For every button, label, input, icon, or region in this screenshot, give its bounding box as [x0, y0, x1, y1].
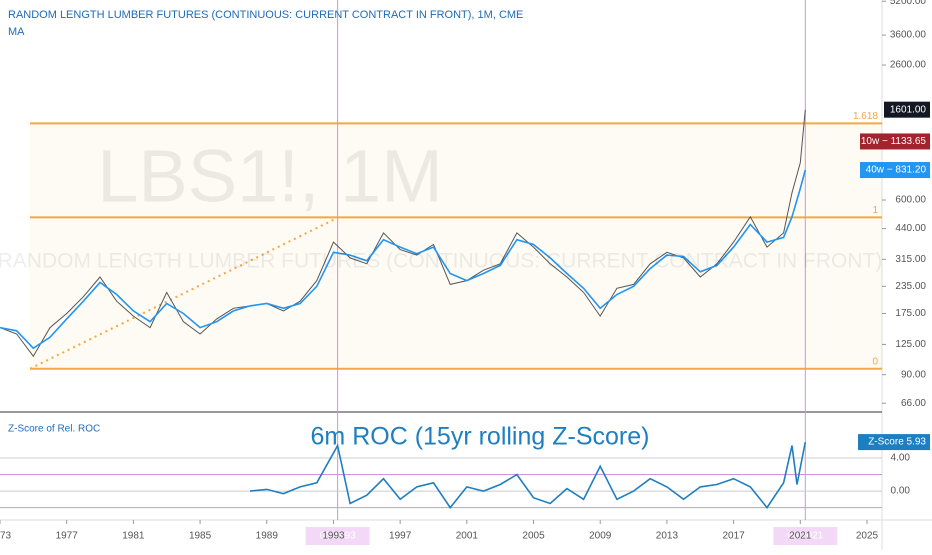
x-tick-label: 1977 — [56, 531, 79, 542]
watermark: LBS1!, 1M — [97, 135, 443, 218]
y-tick-label: 175.00 — [895, 308, 926, 319]
x-tick-label: 2005 — [522, 531, 545, 542]
price-badge — [860, 162, 930, 179]
fib-zone — [30, 123, 882, 369]
x-tick-label: 1973 — [0, 531, 12, 542]
fib-label: 1 — [872, 205, 878, 216]
y-tick-label: 90.00 — [901, 369, 926, 380]
chart-title: RANDOM LENGTH LUMBER FUTURES (CONTINUOUS… — [8, 9, 523, 21]
y-tick-label: 66.00 — [901, 398, 926, 409]
x-tick-label: 1981 — [122, 531, 145, 542]
price-badge-label: 10w − 1133.65 — [861, 136, 927, 147]
series-line — [0, 169, 807, 350]
price-badge — [860, 133, 930, 150]
x-tick-label: 2013 — [656, 531, 679, 542]
price-badge-label: 40w − 831.20 — [866, 165, 927, 176]
series-line — [0, 109, 806, 358]
panel-title: Z-Score of Rel. ROC — [8, 424, 100, 435]
fib-label: 1.618 — [853, 111, 878, 122]
y-tick-label: 5200.00 — [890, 0, 927, 7]
y-tick-label: 2600.00 — [890, 60, 927, 71]
marker-label: 03/2021 — [787, 531, 824, 542]
marker-box — [305, 527, 370, 545]
annotation: 6m ROC (15yr rolling Z-Score) — [311, 423, 650, 451]
indicator-label: MA — [8, 26, 25, 38]
y-tick-label: 235.00 — [895, 281, 926, 292]
x-tick-label: 1993 — [322, 531, 345, 542]
fib-label: 0 — [872, 356, 878, 367]
y-tick-label: 315.00 — [895, 254, 926, 265]
price-badge — [884, 101, 930, 118]
price-badge-label: 1601.00 — [890, 104, 927, 115]
x-tick-label: 2009 — [589, 531, 612, 542]
x-tick-label: 1989 — [256, 531, 279, 542]
watermark-subtitle: RANDOM LENGTH LUMBER FUTURES (CONTINUOUS… — [0, 250, 882, 273]
x-tick-label: 2021 — [789, 531, 812, 542]
plot: 1.618 1 0 03/1993 03/2021 66.00 90.00 125.00 175… — [0, 0, 930, 545]
x-tick-label: 2017 — [722, 531, 745, 542]
series-line — [250, 441, 807, 509]
y-tick-label: 3600.00 — [890, 30, 927, 41]
x-tick-label: 2025 — [856, 531, 879, 542]
x-tick-label: 1997 — [389, 531, 412, 542]
x-tick-label: 2001 — [456, 531, 479, 542]
y-tick-label: 4.00 — [891, 453, 911, 464]
y-tick-label: 440.00 — [895, 223, 926, 234]
y-tick-label: 0.00 — [891, 486, 911, 497]
marker-label: 03/1993 — [320, 531, 357, 542]
y-tick-label: 600.00 — [895, 195, 926, 206]
marker-box — [773, 527, 838, 545]
price-badge-label: Z-Score 5.93 — [868, 437, 926, 448]
y-tick-label: 125.00 — [895, 339, 926, 350]
x-tick-label: 1985 — [189, 531, 212, 542]
price-badge — [858, 434, 930, 451]
